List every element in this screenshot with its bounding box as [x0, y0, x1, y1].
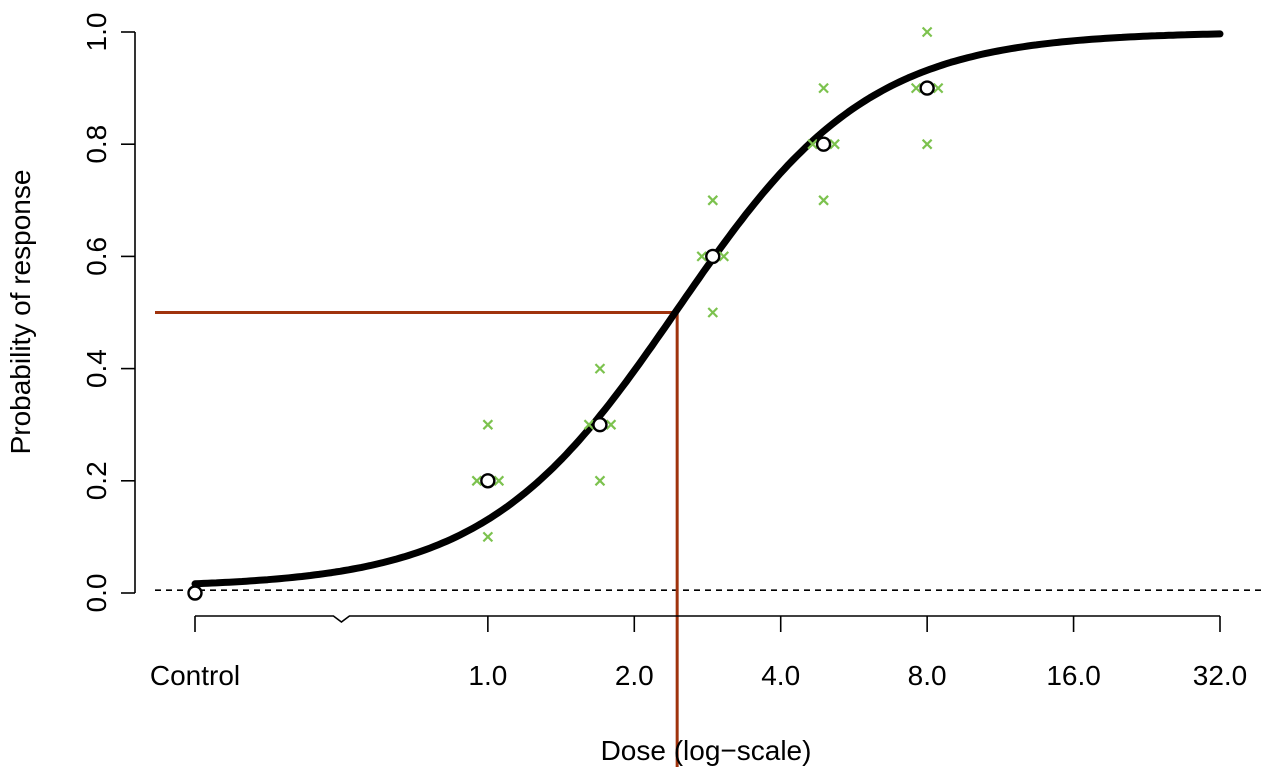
x-tick-label: 1.0: [468, 660, 507, 691]
y-tick-label: 0.8: [81, 125, 112, 164]
y-tick-label: 1.0: [81, 13, 112, 52]
observation-point: [471, 475, 483, 487]
y-tick-label: 0.6: [81, 237, 112, 276]
mean-points-group: [187, 80, 935, 601]
observation-point: [718, 251, 730, 262]
observation-point: [807, 138, 818, 150]
observation-point: [583, 419, 595, 430]
observation-point: [932, 82, 944, 94]
observation-point: [818, 195, 829, 206]
mean-point: [815, 136, 832, 152]
x-tick-label: 2.0: [615, 660, 654, 691]
fitted-curve: [191, 30, 1224, 588]
observation-points-group: [471, 26, 944, 543]
mean-point: [480, 473, 496, 489]
x-tick-label: 32.0: [1193, 660, 1248, 691]
mean-point: [187, 585, 203, 601]
observation-point: [482, 531, 494, 543]
fitted-curve-group: [191, 30, 1224, 588]
observation-point: [921, 26, 933, 38]
x-tick-label: 4.0: [761, 660, 800, 691]
observation-point: [818, 82, 829, 94]
mean-point: [592, 417, 608, 433]
x-tick-label: 8.0: [908, 660, 947, 691]
x-tick-label: 16.0: [1046, 660, 1101, 691]
observation-point: [829, 138, 840, 150]
x-axis-title: Dose (log−scale): [601, 735, 812, 766]
observation-point: [493, 475, 505, 487]
x-tick-label: Control: [150, 660, 240, 691]
observation-point: [605, 419, 617, 430]
x-axis-line: [195, 615, 1220, 623]
y-axis-title: Probability of response: [5, 170, 36, 455]
observation-point: [910, 82, 922, 94]
mean-point: [919, 80, 935, 96]
y-axis: 0.0 0.2 0.4 0.6 0.8 1.0: [81, 13, 136, 613]
x-axis: Control 1.0 2.0 4.0 8.0 16.0 32.0: [150, 615, 1248, 691]
y-tick-label: 0.2: [81, 461, 112, 500]
ed50-lines-group: [155, 311, 679, 767]
observation-point: [482, 419, 494, 430]
observation-point: [594, 363, 606, 374]
observation-point: [921, 138, 933, 150]
observation-point: [707, 195, 719, 206]
y-tick-label: 0.0: [81, 574, 112, 613]
observation-point: [707, 307, 719, 318]
observation-point: [594, 475, 606, 487]
y-tick-label: 0.4: [81, 349, 112, 388]
mean-point: [705, 248, 721, 265]
observation-point: [696, 251, 708, 262]
